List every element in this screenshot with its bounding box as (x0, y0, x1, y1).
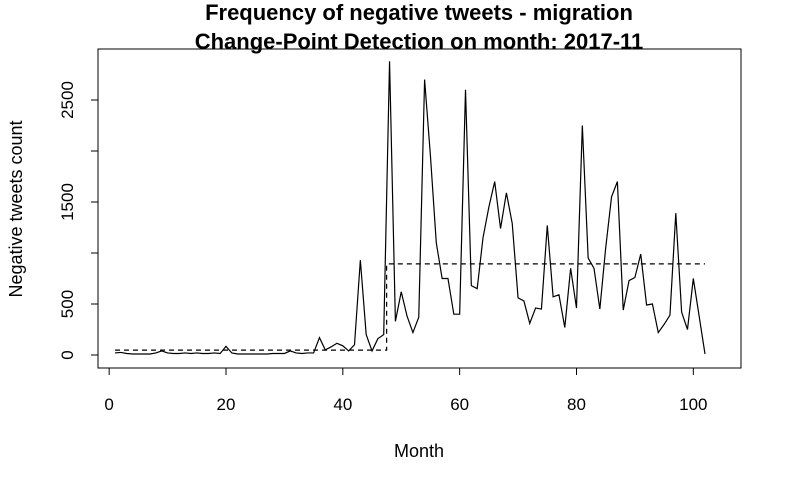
y-tick-label-0: 0 (58, 350, 77, 359)
y-tick-label-1500: 1500 (58, 183, 77, 221)
y-axis-label: Negative tweets count (6, 120, 26, 297)
y-axis: 0 500 1500 2500 (58, 81, 99, 360)
chart-title: Frequency of negative tweets - migration (205, 0, 633, 25)
x-axis: 0 20 40 60 80 100 (104, 367, 708, 414)
x-tick-label-100: 100 (679, 395, 707, 414)
x-tick-label-60: 60 (450, 395, 469, 414)
x-tick-label-80: 80 (567, 395, 586, 414)
x-axis-label: Month (394, 441, 444, 461)
chart-subtitle: Change-Point Detection on month: 2017-11 (195, 29, 644, 54)
plot-frame (97, 48, 742, 369)
series-layer (114, 61, 706, 355)
x-tick-label-20: 20 (217, 395, 236, 414)
y-tick-label-500: 500 (58, 290, 77, 318)
x-tick-label-0: 0 (104, 395, 113, 414)
tweet-count-line (114, 61, 706, 355)
x-tick-label-40: 40 (333, 395, 352, 414)
segment-mean-line (115, 263, 705, 351)
y-tick-label-2500: 2500 (58, 81, 77, 119)
